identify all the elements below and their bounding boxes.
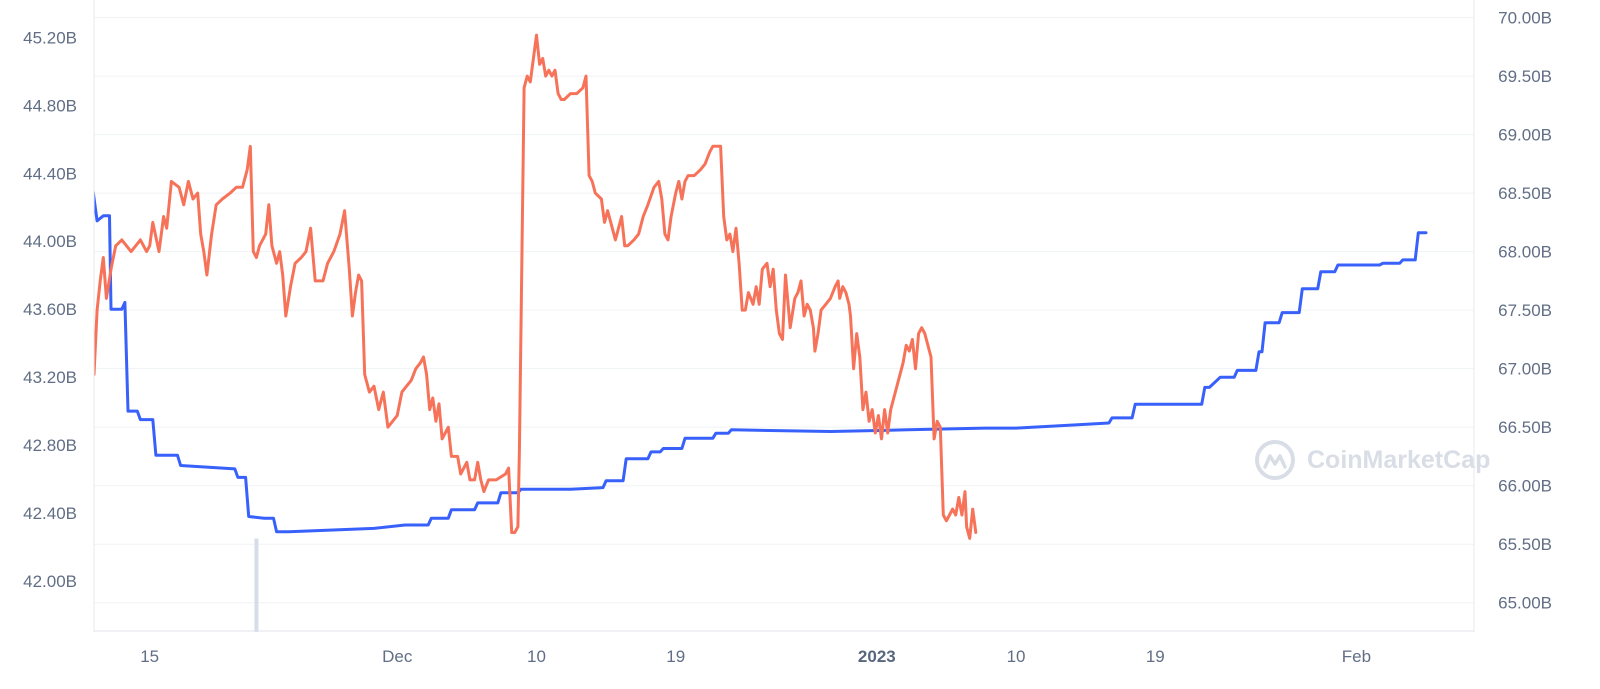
x-tick-label: 15 [140,647,159,666]
series-line-left-axis[interactable] [57,22,1428,534]
y-right-tick-label: 67.50B [1498,301,1552,320]
y-right-tick-label: 68.00B [1498,243,1552,262]
x-axis: 15 Dec 10 19 2023 10 19 Feb [140,647,1371,666]
y-left-tick-label: 44.40B [23,164,77,183]
volume-bars [254,538,259,632]
y-axis-left: 42.00B 42.40B 42.80B 43.20B 43.60B 44.00B 44.4… [23,28,77,591]
y-right-tick-label: 67.00B [1498,360,1552,379]
y-left-tick-label: 42.00B [23,572,77,591]
watermark: CoinMarketCap [1255,440,1490,480]
y-right-tick-label: 66.50B [1498,418,1552,437]
y-left-tick-label: 45.20B [23,28,77,47]
series-line-right-axis[interactable] [57,33,978,540]
x-tick-label: 2023 [858,647,896,666]
volume-bar [254,538,259,632]
y-right-tick-label: 65.50B [1498,535,1552,554]
y-right-tick-label: 65.00B [1498,594,1552,613]
x-tick-label: 10 [1007,647,1026,666]
y-left-tick-label: 44.80B [23,96,77,115]
y-left-tick-label: 42.40B [23,504,77,523]
watermark-text: CoinMarketCap [1307,446,1490,474]
y-left-tick-label: 43.60B [23,300,77,319]
x-tick-label: Dec [382,647,413,666]
y-right-tick-label: 68.50B [1498,184,1552,203]
coinmarketcap-logo-icon [1255,440,1295,480]
y-right-tick-label: 70.00B [1498,9,1552,28]
x-tick-label: 10 [527,647,546,666]
y-left-tick-label: 44.00B [23,232,77,251]
y-left-tick-label: 42.80B [23,436,77,455]
y-left-tick-label: 43.20B [23,368,77,387]
y-axis-right: 65.00B 65.50B 66.00B 66.50B 67.00B 67.50B 68.0… [1498,9,1552,613]
x-tick-label: 19 [666,647,685,666]
y-right-tick-label: 69.50B [1498,67,1552,86]
y-right-tick-label: 66.00B [1498,477,1552,496]
x-tick-label: Feb [1342,647,1371,666]
x-tick-label: 19 [1146,647,1165,666]
y-right-tick-label: 69.00B [1498,126,1552,145]
